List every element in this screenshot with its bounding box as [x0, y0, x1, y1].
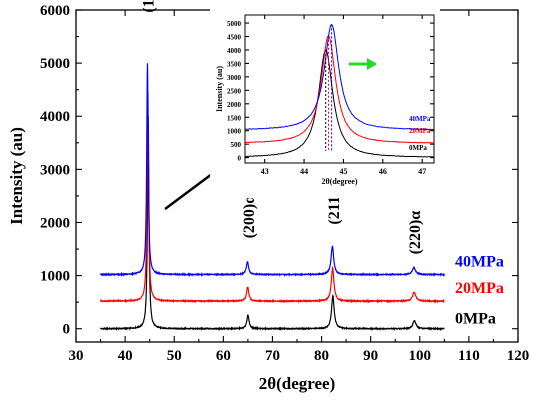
inset-x-tick-label: 44 — [300, 167, 308, 176]
inset-y-tick-label: 3500 — [227, 60, 242, 68]
inset-y-tick-label: 2500 — [227, 87, 242, 95]
inset-y-tick-label: 5000 — [227, 20, 242, 28]
inset-series-line-20MPa — [244, 35, 435, 144]
x-tick-label: 100 — [409, 348, 432, 364]
peak-label: (200)α — [241, 195, 258, 239]
x-axis-title: 2θ(degree) — [259, 374, 336, 393]
inset-series-line-40MPa — [244, 23, 435, 131]
x-tick-label: 90 — [363, 348, 378, 364]
y-tick-label: 2000 — [40, 215, 70, 231]
inset-background — [210, 8, 440, 198]
main-plot: 30 40 50 60 70 80 90 100 110 120 0 1000 2000 3000 4000… — [7, 0, 529, 393]
y-tick-label: 0 — [63, 322, 71, 338]
inset-x-tick-label: 46 — [379, 167, 387, 176]
inset-series-label-0MPa: 0MPa — [409, 144, 427, 152]
inset-y-tick-label: 4000 — [227, 47, 242, 55]
y-tick-label: 6000 — [40, 3, 70, 19]
inset-y-tick-label: 3000 — [227, 74, 242, 82]
y-tick-label: 1000 — [40, 269, 70, 285]
inset-x-axis-title: 2θ(degree) — [321, 177, 357, 186]
inset-y-tick-label: 1500 — [227, 114, 242, 122]
series-line-0MPa — [100, 115, 445, 332]
inset-y-tick-label: 0 — [238, 155, 242, 163]
inset-series-label-40MPa: 40MPa — [409, 115, 431, 123]
series-label-20MPa: 20MPa — [455, 280, 504, 297]
inset-y-tick-label: 2000 — [227, 101, 242, 109]
series-line-20MPa — [99, 91, 445, 304]
series-label-0MPa: 0MPa — [455, 311, 496, 328]
y-tick-label: 4000 — [40, 109, 70, 125]
y-axis-title: Intensity (au) — [7, 127, 26, 225]
x-tick-label: 80 — [314, 348, 329, 364]
x-tick-label: 60 — [216, 348, 231, 364]
inset-x-tick-label: 43 — [261, 167, 269, 176]
inset-x-tick-label: 45 — [339, 167, 347, 176]
inset-x-tick-label: 47 — [418, 167, 426, 176]
inset-y-tick-label: 1000 — [227, 128, 242, 136]
x-tick-label: 110 — [458, 348, 480, 364]
inset-frame — [244, 14, 435, 164]
series-line-40MPa — [100, 63, 445, 278]
inset-plot: 43 44 45 46 47 0 500 1000 1500 2000 2500 3000 3500 40… — [210, 8, 440, 198]
inset-series-line-0MPa — [244, 49, 435, 158]
y-tick-label: 5000 — [40, 56, 70, 72]
x-tick-label: 40 — [118, 348, 133, 364]
inset-y-tick-label: 4500 — [227, 34, 242, 42]
x-tick-label: 30 — [69, 348, 84, 364]
x-tick-label: 70 — [265, 348, 280, 364]
x-tick-label: 50 — [167, 348, 182, 364]
peak-label: (220)α — [407, 211, 424, 255]
inset-y-axis-title: Intensity (au) — [215, 66, 224, 112]
inset-y-tick-label: 500 — [231, 141, 242, 149]
x-tick-label: 120 — [507, 348, 530, 364]
series-label-40MPa: 40MPa — [455, 254, 504, 271]
inset-series-label-20MPa: 20MPa — [409, 127, 431, 135]
peak-label: (110)α — [141, 0, 158, 13]
y-tick-label: 3000 — [40, 162, 70, 178]
shift-arrow-head — [367, 58, 377, 70]
